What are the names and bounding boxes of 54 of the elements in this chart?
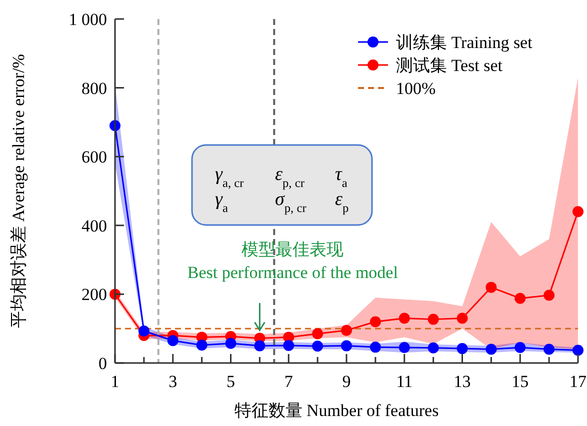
annotation: 模型最佳表现 xyxy=(242,240,344,259)
point xyxy=(544,344,555,355)
point xyxy=(283,340,294,351)
y-tick-label: 1 000 xyxy=(68,10,107,29)
x-tick-label: 7 xyxy=(284,372,294,391)
point xyxy=(138,326,150,337)
x-tick-label: 13 xyxy=(454,372,471,391)
point xyxy=(428,314,439,325)
point xyxy=(370,342,381,353)
x-axis-title: 特征数量 Number of features xyxy=(234,401,439,420)
point xyxy=(398,312,410,324)
point xyxy=(486,344,497,355)
point xyxy=(486,282,497,293)
x-tick-label: 3 xyxy=(168,372,178,391)
annotation: ε$_{p}$ xyxy=(335,189,349,215)
x-tick-label: 5 xyxy=(226,372,235,391)
y-tick-label: 600 xyxy=(82,148,107,167)
annotation: σ$_{p, cr}$ xyxy=(275,189,306,215)
point xyxy=(456,343,468,354)
point xyxy=(196,340,208,351)
legend-label: 测试集 Test set xyxy=(396,56,503,75)
point xyxy=(312,340,324,352)
y-axis-title: 平均相对误差 Average relative error/% xyxy=(9,54,28,328)
x-tick-label: 11 xyxy=(396,372,413,391)
annotation: ε$_{p, cr}$ xyxy=(275,164,304,190)
point xyxy=(572,344,584,356)
point xyxy=(225,338,236,349)
annotation: τ$_{a}$ xyxy=(335,164,348,190)
point xyxy=(370,316,381,328)
point xyxy=(341,324,352,336)
y-tick-label: 800 xyxy=(82,78,107,98)
point xyxy=(254,340,266,352)
point xyxy=(398,342,410,354)
annotation: γ$_{a}$ xyxy=(215,189,228,215)
legend-label: 100% xyxy=(396,79,436,98)
x-tick-label: 9 xyxy=(342,372,351,391)
point xyxy=(167,335,178,346)
y-tick-label: 400 xyxy=(82,216,107,236)
annotation: Best performance of the model xyxy=(187,263,398,282)
legend-label: 训练集 Training set xyxy=(396,33,533,52)
y-tick-label: 0 xyxy=(98,354,107,373)
point xyxy=(428,342,439,354)
point xyxy=(456,312,468,324)
point xyxy=(312,328,324,340)
point xyxy=(514,292,526,304)
point xyxy=(341,340,352,352)
x-tick-label: 1 xyxy=(110,372,120,391)
point xyxy=(544,290,555,301)
x-tick-label: 17 xyxy=(570,372,587,391)
y-tick-label: 200 xyxy=(82,285,107,304)
annotation: γ$_{a, cr}$ xyxy=(215,164,244,190)
point xyxy=(572,206,584,218)
point xyxy=(514,342,526,354)
x-tick-label: 15 xyxy=(512,372,529,391)
